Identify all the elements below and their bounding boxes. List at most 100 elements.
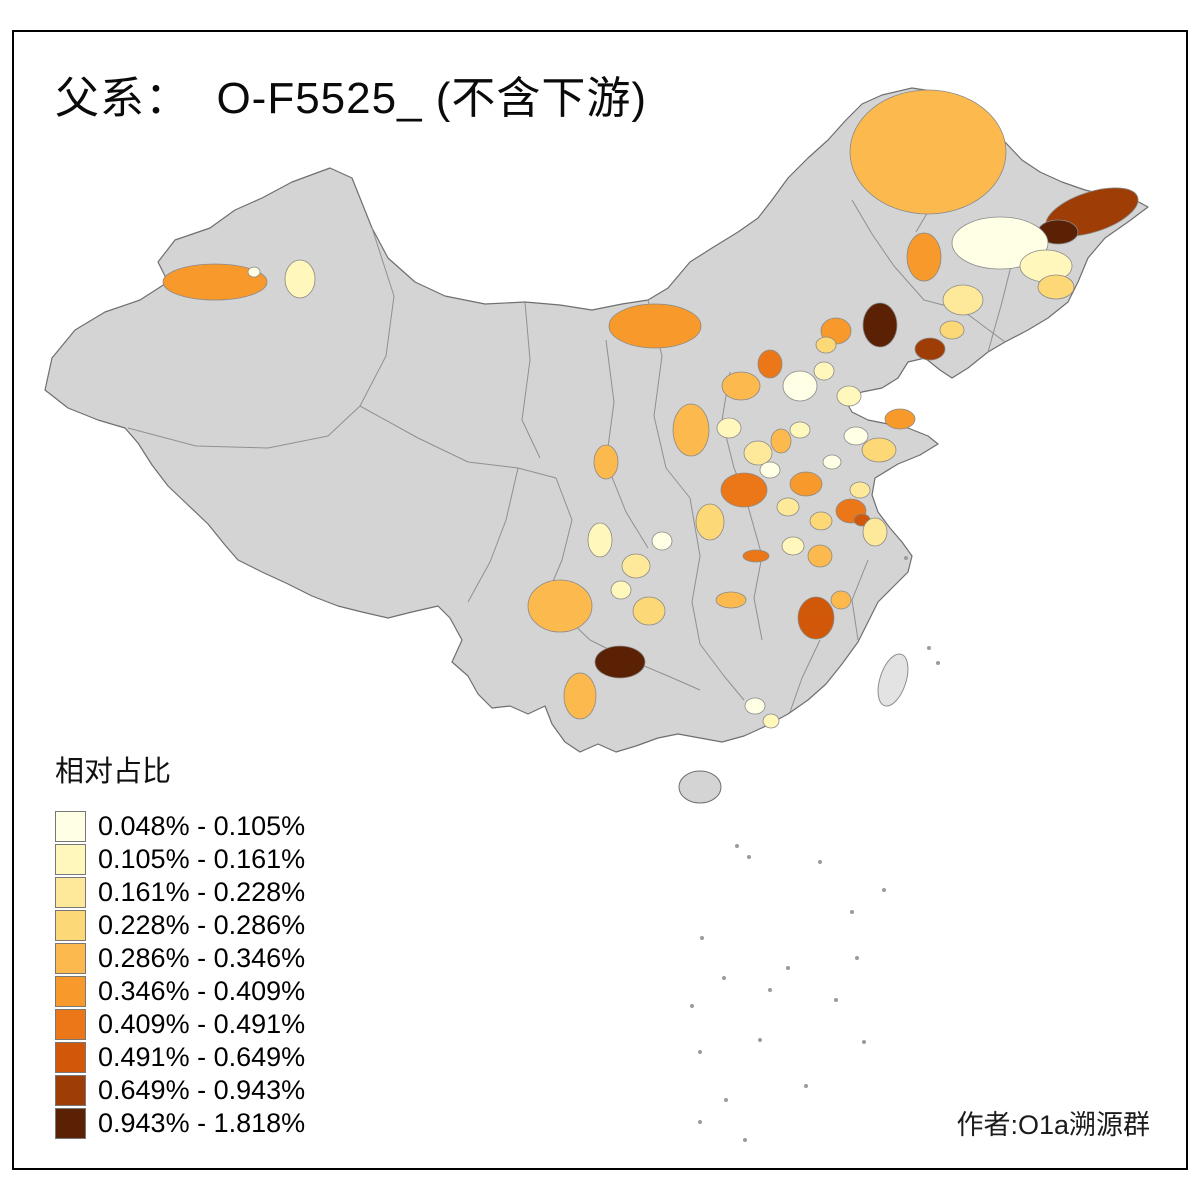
map-region [843,426,869,446]
legend-label: 0.105% - 0.161% [98,844,306,874]
legend-item: 0.649% - 0.943% [55,1074,305,1107]
legend-items: 0.048% - 0.105% 0.105% - 0.161% 0.161% - 0… [55,810,305,1140]
map-region [672,403,710,457]
map-region [939,320,965,340]
islet-dot [904,556,908,560]
map-region [914,337,946,361]
legend-label: 0.409% - 0.491% [98,1009,306,1039]
page-title: 父系： O-F5525_ (不含下游) [55,74,648,123]
islet-dot [862,1040,866,1044]
islet-dot [850,910,854,914]
map-region [849,481,871,499]
map-region [162,263,268,301]
map-region [813,361,835,381]
map-region [807,544,833,568]
map-region [721,371,761,401]
map-region [862,517,888,547]
legend-label: 0.943% - 1.818% [98,1108,306,1138]
islet-dot [834,998,838,1002]
map-region [815,336,837,354]
legend-item: 0.048% - 0.105% [55,810,305,843]
legend-item: 0.105% - 0.161% [55,843,305,876]
legend-item: 0.409% - 0.491% [55,1008,305,1041]
islet-dot [818,860,822,864]
map-region [608,303,702,349]
legend-item: 0.346% - 0.409% [55,975,305,1008]
islet-dot [927,646,931,650]
legend-label: 0.491% - 0.649% [98,1042,306,1072]
islet-dot [698,1120,702,1124]
islet-dot [724,1098,728,1102]
islet-dot [735,844,739,848]
legend-swatch [55,1075,86,1106]
legend-swatch [55,877,86,908]
author-credit: 作者:O1a溯源群 [956,1110,1150,1140]
map-region [884,408,916,430]
map-region [822,454,842,470]
map-region [759,461,781,479]
map-region [594,645,646,679]
map-region [770,428,792,454]
map-legend: 相对占比 0.048% - 0.105% 0.105% - 0.161% 0.161… [55,748,305,1140]
legend-item: 0.161% - 0.228% [55,876,305,909]
legend-label: 0.161% - 0.228% [98,877,306,907]
legend-swatch [55,844,86,875]
hainan-island [678,770,722,804]
map-region [651,531,673,551]
legend-swatch [55,1009,86,1040]
islet-dot [855,956,859,960]
map-region [757,349,783,379]
islet-dot [747,855,751,859]
map-region [563,672,597,720]
map-region [284,259,316,299]
map-region [1037,274,1075,300]
legend-title: 相对占比 [55,756,172,788]
islet-dot [700,936,704,940]
legend-label: 0.048% - 0.105% [98,811,306,841]
islet-dot [758,1038,762,1042]
legend-label: 0.346% - 0.409% [98,976,306,1006]
map-region [247,266,261,278]
map-regions [162,89,1139,729]
map-region [782,370,818,402]
islet-dot [786,966,790,970]
islet-dot [743,1138,747,1142]
map-region [789,421,811,439]
map-region [621,553,651,579]
map-region [861,437,897,463]
legend-label: 0.286% - 0.346% [98,943,306,973]
legend-item: 0.286% - 0.346% [55,942,305,975]
legend-item: 0.943% - 1.818% [55,1107,305,1140]
legend-label: 0.228% - 0.286% [98,910,306,940]
map-region [715,591,747,609]
legend-swatch [55,976,86,1007]
map-region [593,444,619,480]
map-region [797,596,835,640]
map-region [789,471,823,497]
map-region [951,216,1049,270]
map-region [632,596,666,626]
legend-swatch [55,943,86,974]
map-region [849,89,1007,215]
islet-dot [768,988,772,992]
map-region [527,579,593,633]
map-region [716,417,742,439]
map-region [743,440,773,466]
legend-swatch [55,1042,86,1073]
map-region [781,536,805,556]
legend-swatch [55,910,86,941]
islet-dot [698,1050,702,1054]
map-region [862,302,898,348]
map-region [742,549,770,563]
legend-label: 0.649% - 0.943% [98,1075,306,1105]
map-region [942,284,984,316]
islet-dot [722,976,726,980]
map-region [695,503,725,541]
islet-dot [804,1084,808,1088]
map-region [830,590,852,610]
map-region [906,232,942,282]
map-region [744,697,766,715]
map-region [836,385,862,407]
